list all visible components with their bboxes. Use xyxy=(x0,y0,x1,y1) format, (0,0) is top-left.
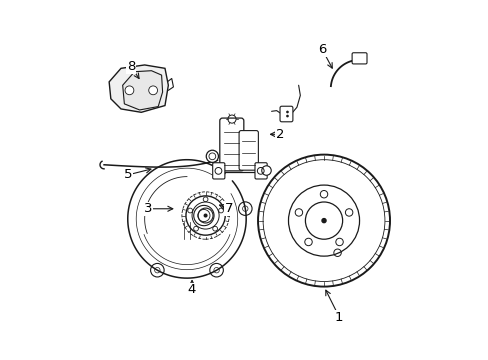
Circle shape xyxy=(148,86,157,95)
Circle shape xyxy=(321,219,325,222)
Text: 8: 8 xyxy=(127,60,135,73)
Circle shape xyxy=(203,213,207,217)
Text: 2: 2 xyxy=(275,128,284,141)
Polygon shape xyxy=(109,65,168,112)
Text: 5: 5 xyxy=(123,168,132,181)
Text: 4: 4 xyxy=(187,283,196,297)
FancyBboxPatch shape xyxy=(219,118,244,171)
Text: 3: 3 xyxy=(143,202,152,215)
FancyBboxPatch shape xyxy=(280,106,292,122)
Circle shape xyxy=(261,166,271,175)
Polygon shape xyxy=(122,71,163,110)
Circle shape xyxy=(285,111,288,113)
FancyBboxPatch shape xyxy=(351,53,366,64)
Text: 1: 1 xyxy=(334,311,343,324)
FancyBboxPatch shape xyxy=(239,131,258,170)
Text: 6: 6 xyxy=(318,43,326,56)
FancyBboxPatch shape xyxy=(212,163,224,179)
Text: 7: 7 xyxy=(224,202,233,215)
Circle shape xyxy=(206,150,218,162)
Circle shape xyxy=(125,86,134,95)
FancyBboxPatch shape xyxy=(254,163,266,179)
Circle shape xyxy=(285,115,288,117)
